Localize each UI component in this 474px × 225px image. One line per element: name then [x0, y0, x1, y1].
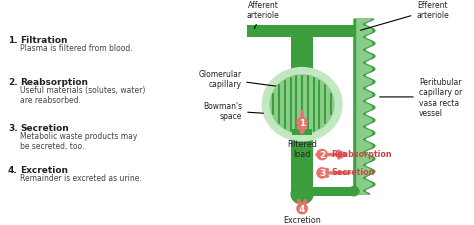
Text: 1.: 1.: [8, 36, 18, 45]
Text: Secretion: Secretion: [20, 123, 69, 132]
Circle shape: [291, 184, 313, 204]
Circle shape: [349, 187, 359, 196]
Text: Excretion: Excretion: [20, 165, 68, 174]
Text: Peritubular
capillary or
vasa recta
vessel: Peritubular capillary or vasa recta vess…: [380, 77, 462, 117]
Text: Excretion: Excretion: [283, 215, 321, 224]
Text: 3.: 3.: [8, 123, 18, 132]
Polygon shape: [357, 20, 372, 194]
Text: Glomerular
capillary: Glomerular capillary: [198, 70, 285, 89]
Text: Metabolic waste products may
be secreted, too.: Metabolic waste products may be secreted…: [20, 131, 137, 151]
FancyBboxPatch shape: [247, 26, 287, 38]
Polygon shape: [354, 20, 375, 194]
Text: 4.: 4.: [8, 165, 18, 174]
Text: 4: 4: [299, 204, 305, 213]
Text: Filtered
load: Filtered load: [287, 140, 317, 159]
FancyBboxPatch shape: [317, 26, 362, 38]
FancyBboxPatch shape: [313, 187, 354, 196]
FancyBboxPatch shape: [354, 26, 362, 38]
Text: Efferent
arteriole: Efferent arteriole: [361, 1, 449, 31]
Text: Filtration: Filtration: [20, 36, 67, 45]
Text: Reabsorption: Reabsorption: [331, 149, 392, 158]
Text: 3: 3: [319, 169, 325, 178]
Text: 2: 2: [319, 150, 325, 159]
Text: 1: 1: [299, 119, 305, 128]
Text: 2.: 2.: [8, 77, 18, 86]
Text: Reabsorption: Reabsorption: [20, 77, 88, 86]
Text: Secretion: Secretion: [331, 168, 374, 177]
Circle shape: [270, 76, 334, 134]
FancyBboxPatch shape: [287, 26, 317, 38]
FancyBboxPatch shape: [291, 38, 313, 79]
Circle shape: [262, 68, 342, 141]
FancyBboxPatch shape: [291, 134, 313, 194]
Text: Useful materials (solutes, water)
are reabsorbed.: Useful materials (solutes, water) are re…: [20, 86, 146, 105]
Text: Afferent
arteriole: Afferent arteriole: [247, 1, 280, 29]
Text: Plasma is filtered from blood.: Plasma is filtered from blood.: [20, 44, 133, 53]
Text: Bowman's
space: Bowman's space: [203, 101, 264, 121]
Text: Remainder is excreted as urine.: Remainder is excreted as urine.: [20, 173, 142, 182]
FancyBboxPatch shape: [292, 129, 312, 136]
